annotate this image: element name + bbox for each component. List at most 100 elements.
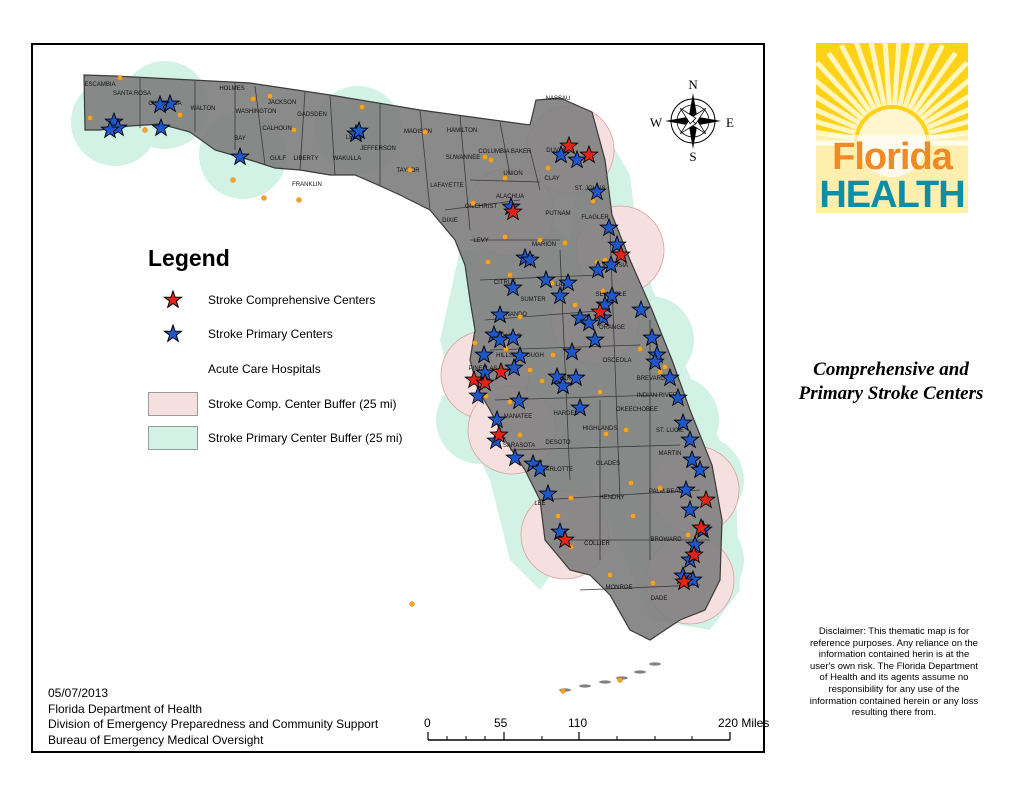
florida-key xyxy=(579,684,591,688)
comprehensive-center-star xyxy=(559,135,579,155)
primary-center-star xyxy=(230,146,250,166)
legend-primary: Stroke Primary Centers xyxy=(148,322,333,346)
legend-primary-label: Stroke Primary Centers xyxy=(208,327,333,341)
county-label: WALTON xyxy=(191,106,216,112)
hospital-dot xyxy=(177,112,183,118)
hospital-dot xyxy=(507,272,513,278)
county-label: ORANGE xyxy=(599,325,625,331)
hospital-dot xyxy=(359,104,365,110)
county-label: GILCHRIST xyxy=(465,204,497,210)
county-line xyxy=(559,249,571,481)
county-line xyxy=(509,444,681,451)
primary-center-star xyxy=(553,375,573,395)
hospital-dot xyxy=(261,195,267,201)
county-label: LAKE xyxy=(555,282,570,288)
primary-center-star xyxy=(547,366,567,386)
county-label: CITRUS xyxy=(494,280,516,286)
primary-center-star xyxy=(570,307,590,327)
sun-ray xyxy=(816,77,865,121)
primary-center-star xyxy=(602,285,622,305)
hospital-dot xyxy=(650,580,656,586)
compass-point xyxy=(688,93,698,121)
county-label: CALHOUN xyxy=(262,126,291,132)
county-label: LEVY xyxy=(473,238,488,244)
county-label: DADE xyxy=(651,596,668,602)
legend-hospitals: Acute Care Hospitals xyxy=(148,357,321,381)
hospital-dot xyxy=(562,240,568,246)
primary-center-star xyxy=(504,357,524,377)
comprehensive-center-star xyxy=(674,571,694,591)
compass-point xyxy=(693,116,721,126)
primary-center-star xyxy=(642,327,662,347)
county-label: PUTNAM xyxy=(545,211,570,217)
hospital-dot xyxy=(603,431,609,437)
hospital-dot xyxy=(482,154,488,160)
primary-center-star xyxy=(536,269,556,289)
footer-bureau: Bureau of Emergency Medical Oversight xyxy=(48,732,264,747)
hospital-dot xyxy=(488,157,494,163)
county-line xyxy=(469,179,541,183)
scale-label-55: 55 xyxy=(494,716,508,730)
legend-comprehensive: Stroke Comprehensive Centers xyxy=(148,288,375,312)
county-label: DUVAL xyxy=(546,148,566,154)
county-label: HARDEE xyxy=(553,411,578,417)
primary-center-star xyxy=(530,458,550,478)
primary-center-star xyxy=(673,412,693,432)
compass-label-w: W xyxy=(650,115,663,130)
primary-center-star xyxy=(682,449,702,469)
blue-star-icon xyxy=(148,322,198,346)
hospital-dot xyxy=(407,167,413,173)
hospital-dot xyxy=(517,314,523,320)
county-label: ST. LUCIE xyxy=(656,428,684,434)
county-label: CHARLOTTE xyxy=(537,467,573,473)
primary-center-star xyxy=(579,312,599,332)
county-label: SUMTER xyxy=(520,297,546,303)
primary-center-star xyxy=(503,277,523,297)
sun-ray xyxy=(892,43,902,106)
primary-center-star xyxy=(680,429,700,449)
county-label: HAMILTON xyxy=(447,128,477,134)
county-label: LEE xyxy=(534,501,545,507)
primary-center-star xyxy=(468,385,488,405)
comprehensive-center-star xyxy=(611,244,631,264)
compass-point xyxy=(665,116,693,126)
primary-center-star xyxy=(505,447,525,467)
hospital-dot xyxy=(550,352,556,358)
county-label: CLAY xyxy=(544,176,559,182)
map-frame xyxy=(31,43,765,753)
county-line xyxy=(529,149,541,191)
hospital-dot xyxy=(560,688,566,694)
county-label: BREVARD xyxy=(637,376,666,382)
county-label: HENDRY xyxy=(599,495,624,501)
hospital-dot xyxy=(117,75,123,81)
sun-ray xyxy=(816,107,859,131)
footer-date: 05/07/2013 xyxy=(48,686,109,700)
primary-center-star xyxy=(349,120,369,140)
hospital-dot xyxy=(296,197,302,203)
county-label: FRANKLIN xyxy=(292,182,322,188)
county-line xyxy=(499,121,511,176)
county-label: NASSAU xyxy=(546,96,571,102)
hospital-dot xyxy=(607,572,613,578)
logo-health-text: HEALTH xyxy=(819,174,965,216)
florida-key xyxy=(599,680,611,684)
primary-center-star xyxy=(645,351,665,371)
primary-center-star xyxy=(676,479,696,499)
sun-ray xyxy=(916,60,968,117)
disclaimer-text: Disclaimer: This thematic map is for ref… xyxy=(809,626,979,719)
primary-center-star xyxy=(690,459,710,479)
footer-org: Florida Department of Health xyxy=(48,701,203,716)
sun-ray xyxy=(816,93,861,126)
comprehensive-center-star xyxy=(696,489,716,509)
primary-center-star xyxy=(487,409,507,429)
florida-health-logo: Florida HEALTH xyxy=(816,43,968,216)
county-label: GLADES xyxy=(596,461,620,467)
hospital-dot xyxy=(503,346,509,352)
map-footer: 05/07/2013 Florida Department of Health … xyxy=(48,686,378,748)
comprehensive-center-star xyxy=(475,372,495,392)
primary-center-star xyxy=(509,390,529,410)
hospital-dot xyxy=(267,93,273,99)
primary-center-star xyxy=(550,521,570,541)
county-label: PALM BEACH xyxy=(649,489,687,495)
